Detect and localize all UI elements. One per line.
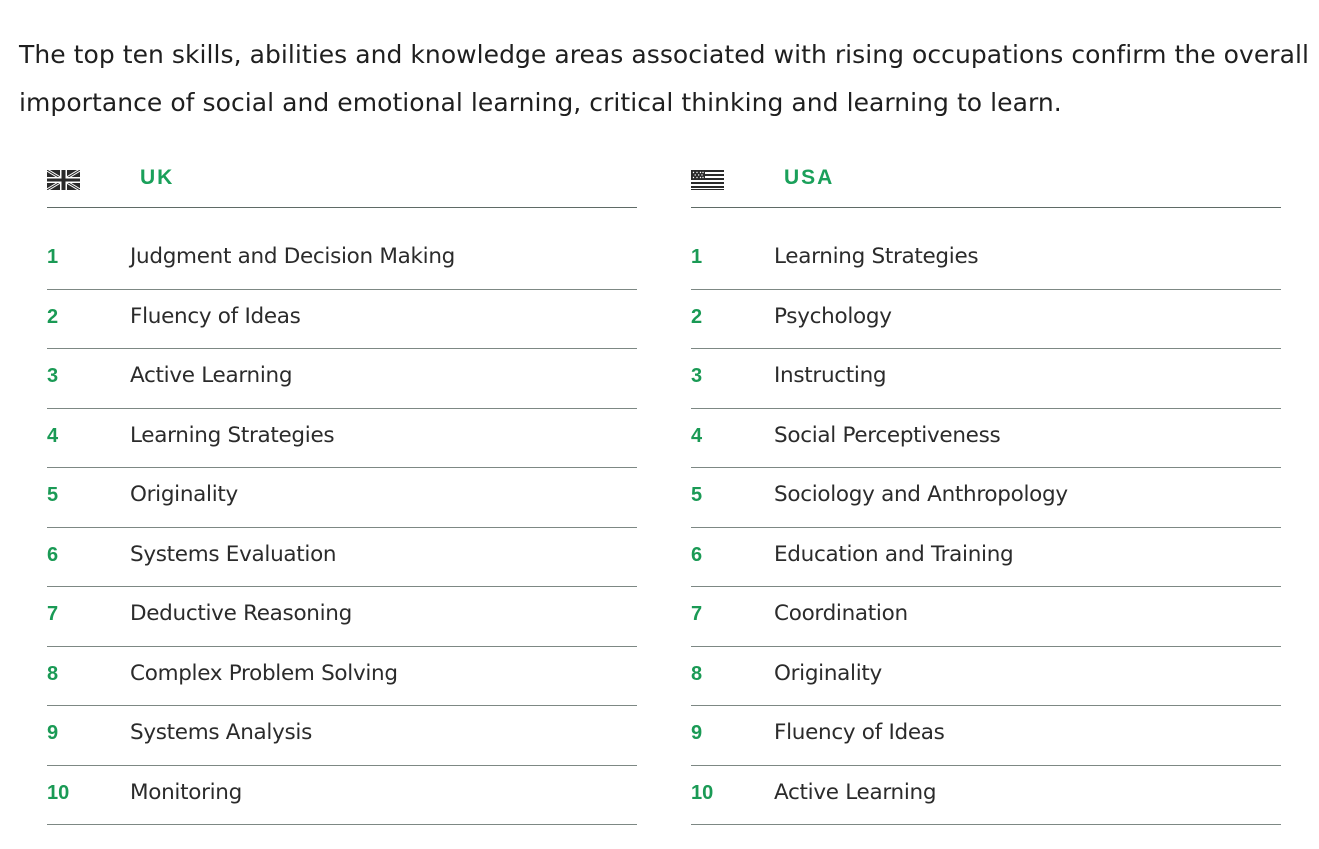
skill-name: Learning Strategies [774,244,979,269]
skill-name: Coordination [774,601,908,626]
rank-number: 8 [691,662,703,685]
uk-column: UK 1 Judgment and Decision Making 2 Fluenc… [47,160,637,825]
list-item: 5 Sociology and Anthropology [691,468,1281,528]
list-item: 7 Deductive Reasoning [47,587,637,647]
skill-name: Active Learning [130,363,293,388]
skill-name: Psychology [774,303,892,329]
skill-name: Sociology and Anthropology [774,482,1068,507]
rank-number: 8 [47,662,59,685]
skill-name: Deductive Reasoning [130,601,352,626]
list-item: 9 Systems Analysis [47,706,637,766]
list-item: 4 Learning Strategies [47,409,637,468]
skill-name: Complex Problem Solving [130,660,398,686]
skill-name: Instructing [774,363,887,388]
rank-number: 10 [691,781,714,804]
rank-number: 5 [691,484,703,506]
rank-number: 10 [47,781,70,804]
rank-number: 1 [47,246,59,268]
column-header: USA [691,160,1281,208]
list-item: 1 Learning Strategies [691,230,1281,290]
usa-flag-icon [691,170,724,190]
country-label: USA [784,166,835,189]
rank-number: 7 [691,603,703,625]
uk-flag-icon [47,170,80,190]
column-header: UK [47,160,637,208]
skill-name: Originality [130,482,238,507]
rank-number: 6 [47,543,59,566]
skill-name: Systems Evaluation [130,541,337,567]
list-item: 2 Fluency of Ideas [47,290,637,349]
country-label: UK [140,166,175,189]
skill-name: Fluency of Ideas [130,303,301,329]
rank-number: 9 [691,722,703,744]
skill-name: Judgment and Decision Making [130,244,455,269]
usa-column: USA 1 Learning Strategies 2 Psychology 3 In… [691,160,1281,825]
skill-name: Systems Analysis [130,720,312,745]
list-item: 1 Judgment and Decision Making [47,230,637,290]
rank-number: 2 [691,305,703,328]
list-item: 10 Active Learning [691,766,1281,825]
skill-name: Fluency of Ideas [774,720,945,745]
list-item: 3 Instructing [691,349,1281,409]
skills-list: 1 Learning Strategies 2 Psychology 3 Instru… [691,230,1281,825]
list-item: 4 Social Perceptiveness [691,409,1281,468]
skills-list: 1 Judgment and Decision Making 2 Fluency o… [47,230,637,825]
list-item: 6 Education and Training [691,528,1281,587]
rank-number: 3 [691,365,703,387]
skill-name: Social Perceptiveness [774,422,1001,448]
list-item: 2 Psychology [691,290,1281,349]
rank-number: 4 [691,424,703,447]
rank-number: 5 [47,484,59,506]
list-item: 9 Fluency of Ideas [691,706,1281,766]
rank-number: 7 [47,603,59,625]
skill-name: Active Learning [774,779,937,805]
skill-name: Originality [774,660,882,686]
list-item: 3 Active Learning [47,349,637,409]
rank-number: 6 [691,543,703,566]
list-item: 5 Originality [47,468,637,528]
list-item: 10 Monitoring [47,766,637,825]
rank-number: 1 [691,246,703,268]
skill-name: Monitoring [130,779,242,805]
rank-number: 9 [47,722,59,744]
rank-number: 3 [47,365,59,387]
skill-name: Learning Strategies [130,422,335,448]
list-item: 8 Originality [691,647,1281,706]
intro-paragraph: The top ten skills, abilities and knowle… [19,40,1309,117]
list-item: 8 Complex Problem Solving [47,647,637,706]
rank-number: 2 [47,305,59,328]
list-item: 7 Coordination [691,587,1281,647]
rank-number: 4 [47,424,59,447]
skill-name: Education and Training [774,541,1014,567]
list-item: 6 Systems Evaluation [47,528,637,587]
